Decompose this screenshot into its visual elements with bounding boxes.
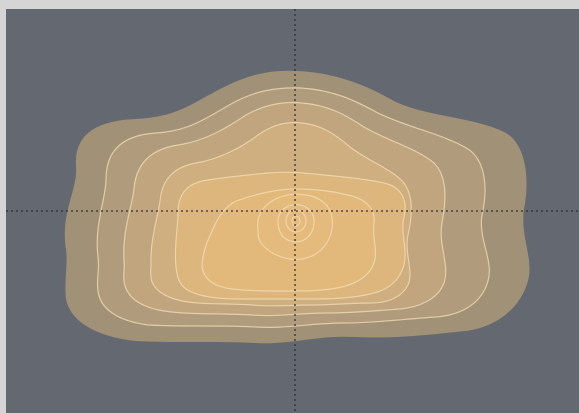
contour-plot: [6, 9, 579, 413]
contour-ring-inner: [285, 209, 307, 233]
contour-ring-core: [291, 215, 301, 227]
contour-level-8: [277, 203, 315, 243]
plot-canvas[interactable]: [6, 9, 579, 413]
